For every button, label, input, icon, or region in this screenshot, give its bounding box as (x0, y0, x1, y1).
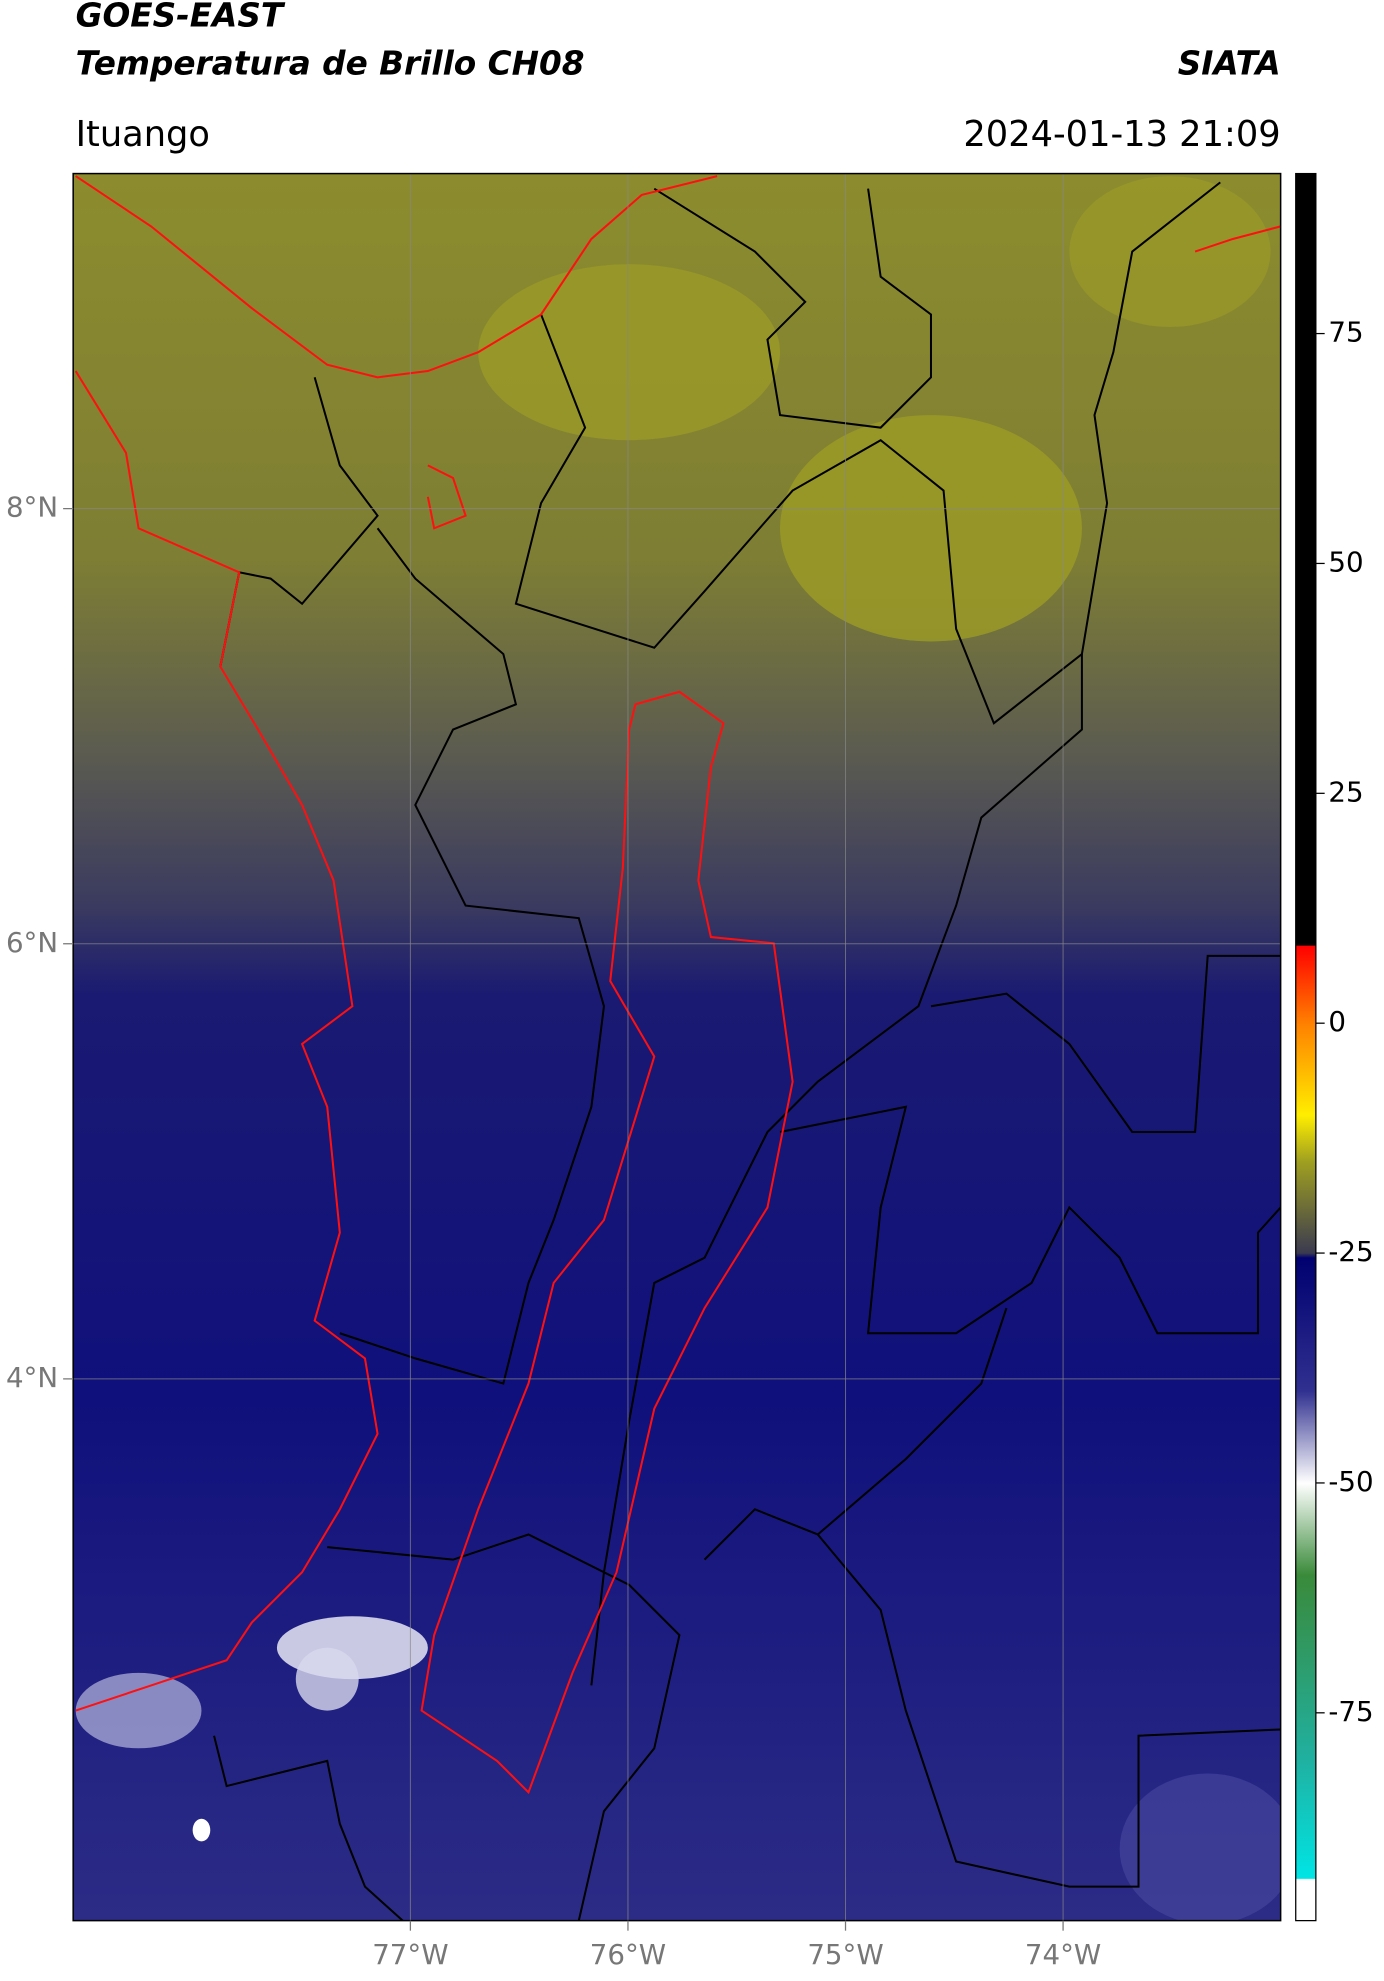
coastline (426, 464, 467, 530)
colorbar-segment (1295, 1390, 1316, 1484)
coastline (75, 175, 718, 379)
colorbar-segment (1295, 1023, 1316, 1116)
border (514, 181, 1221, 725)
colorbar-tick-label: 50 (1328, 545, 1363, 578)
colorbar-tick-label: 0 (1328, 1005, 1346, 1038)
x-tick-label: 75°W (807, 1938, 883, 1971)
y-tick-label: 8°N (6, 491, 58, 524)
colorbar-segment (1295, 173, 1316, 946)
warm-area (1069, 176, 1271, 328)
y-tick-label: 6°N (6, 926, 58, 959)
colorbar-segment (1295, 1574, 1316, 1760)
grid (73, 173, 1281, 1921)
border (653, 187, 932, 429)
colorbar-tick-label: -50 (1328, 1465, 1373, 1498)
map-background (73, 173, 1281, 1921)
cloud (192, 1818, 211, 1842)
border (327, 1533, 681, 1921)
border (590, 654, 1083, 1686)
timestamp: 2024-01-13 21:09 (963, 114, 1280, 155)
subtitle: Temperatura de Brillo CH08 (76, 44, 585, 82)
y-tick-label: 4°N (6, 1361, 58, 1394)
colorbar-segment (1295, 1253, 1316, 1259)
borders (213, 181, 1281, 1921)
colorbar-segment (1295, 1161, 1316, 1254)
colorbar-segment (1295, 1758, 1316, 1879)
colorbar-segment (1295, 1257, 1316, 1392)
colorbar-segment (1295, 945, 1316, 1024)
title: GOES-EAST (76, 0, 286, 35)
border (930, 954, 1281, 1134)
region-outline (420, 690, 794, 1795)
colorbar-tick-label: -25 (1328, 1235, 1373, 1268)
axes: 77°W 76°W 75°W 74°W 4°N 6°N 8°N (6, 491, 1101, 1971)
colorbar-tick-label: -75 (1328, 1695, 1373, 1728)
warm-area (780, 415, 1082, 642)
warm-area (478, 264, 781, 441)
x-tick-label: 76°W (590, 1938, 666, 1971)
cloud (75, 1672, 202, 1749)
colorbar-segment (1295, 1115, 1316, 1162)
coastline (1194, 225, 1281, 253)
brand: SIATA (1178, 44, 1281, 82)
colorbar-tick-label: 75 (1328, 316, 1363, 349)
colorbar-segment (1295, 945, 1316, 947)
border (779, 1105, 1281, 1335)
location: Ituango (76, 114, 210, 155)
cloud (295, 1647, 359, 1711)
colorbar-segment (1295, 1482, 1316, 1576)
colorbar-segment (1295, 1879, 1316, 1922)
x-tick-label: 74°W (1025, 1938, 1101, 1971)
cold-area (1119, 1773, 1281, 1921)
colorbar-tick-label: 25 (1328, 775, 1363, 808)
colorbar-frame (1295, 172, 1317, 1922)
colorbar-segment (1295, 1878, 1316, 1880)
map (73, 173, 1281, 1921)
border (339, 527, 605, 1385)
x-tick-label: 77°W (372, 1938, 448, 1971)
border (213, 1735, 404, 1921)
coastline (74, 370, 379, 1712)
outlines (74, 175, 1281, 1795)
map-frame (72, 172, 1282, 1922)
border (817, 1533, 1281, 1888)
border (703, 1307, 1008, 1561)
colorbar: -75 -50 -25 0 25 50 75 (1295, 173, 1374, 1922)
